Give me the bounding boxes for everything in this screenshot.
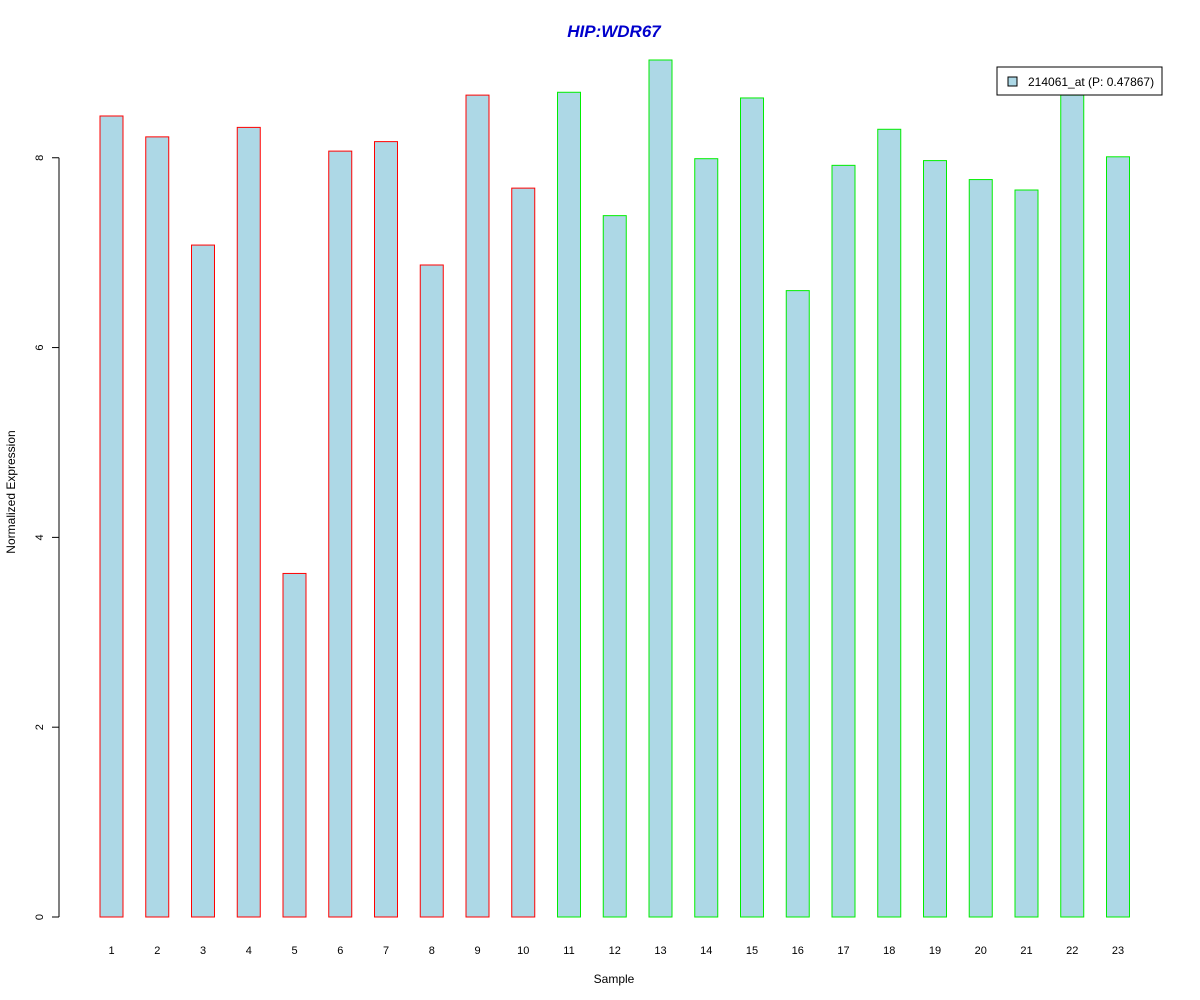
y-axis: 0 2 4 6 8 (34, 155, 60, 920)
x-tick-label: 22 (1066, 945, 1078, 957)
x-tick-label: 3 (200, 945, 206, 957)
y-tick-label: 4 (34, 534, 46, 540)
y-tick-label: 6 (34, 345, 46, 351)
x-tick-label: 4 (246, 945, 252, 957)
x-tick-label: 1 (108, 945, 114, 957)
bar-sample-13 (648, 59, 673, 918)
bar-sample-11 (557, 91, 581, 918)
x-tick-label: 8 (429, 945, 435, 957)
x-tick-label: 11 (563, 945, 574, 957)
bar-sample-22 (1060, 94, 1085, 918)
x-tick-label: 12 (609, 945, 621, 957)
x-tick-label: 21 (1020, 945, 1032, 957)
chart-title: HIP:WDR67 (567, 22, 662, 41)
bar-sample-7 (374, 141, 398, 918)
x-tick-label: 10 (517, 945, 529, 957)
x-tick-label: 2 (154, 945, 160, 957)
bar-sample-2 (145, 136, 170, 918)
bar-sample-5 (282, 572, 307, 918)
bar-sample-17 (831, 164, 856, 918)
x-tick-label: 15 (746, 945, 758, 957)
bar-sample-12 (602, 215, 627, 918)
bar-sample-10 (511, 187, 536, 918)
bar-sample-3 (191, 244, 215, 918)
x-tick-label: 7 (383, 945, 389, 957)
x-tick-label: 14 (700, 945, 712, 957)
x-tick-label: 17 (837, 945, 849, 957)
legend: 214061_at (P: 0.47867) (996, 66, 1163, 96)
y-axis-label: Normalized Expression (4, 430, 18, 553)
y-tick-label: 2 (34, 724, 46, 730)
bar-sample-14 (694, 158, 719, 918)
bar-sample-8 (419, 264, 444, 918)
y-tick-label: 0 (34, 914, 46, 920)
x-axis-label: Sample (594, 972, 635, 986)
legend-box (996, 66, 1163, 96)
bar-sample-19 (923, 160, 947, 918)
bar-sample-20 (968, 179, 993, 918)
bar-sample-1 (99, 115, 124, 918)
bar-sample-4 (236, 126, 261, 918)
x-tick-label: 20 (975, 945, 987, 957)
legend-entry-label: 214061_at (P: 0.47867) (1028, 75, 1154, 89)
bars-group (99, 59, 1130, 918)
legend-swatch (1007, 76, 1018, 87)
x-tick-label: 9 (474, 945, 480, 957)
bar-sample-21 (1014, 189, 1039, 918)
x-tick-label: 23 (1112, 945, 1124, 957)
x-tick-label: 6 (337, 945, 343, 957)
bar-sample-18 (877, 128, 902, 918)
x-tick-label: 18 (883, 945, 895, 957)
x-tick-label: 19 (929, 945, 941, 957)
bar-sample-6 (328, 150, 353, 918)
bar-sample-16 (785, 290, 810, 918)
x-tick-labels: 1 2 3 4 5 6 7 8 9 10 11 12 13 14 15 16 17 18 19 20 21 22 23 (108, 945, 1124, 957)
x-tick-label: 5 (291, 945, 297, 957)
x-tick-label: 13 (654, 945, 666, 957)
bar-sample-23 (1106, 156, 1130, 918)
bar-sample-9 (465, 94, 490, 918)
bar-sample-15 (740, 97, 764, 918)
x-tick-label: 16 (792, 945, 804, 957)
y-tick-label: 8 (34, 155, 46, 161)
